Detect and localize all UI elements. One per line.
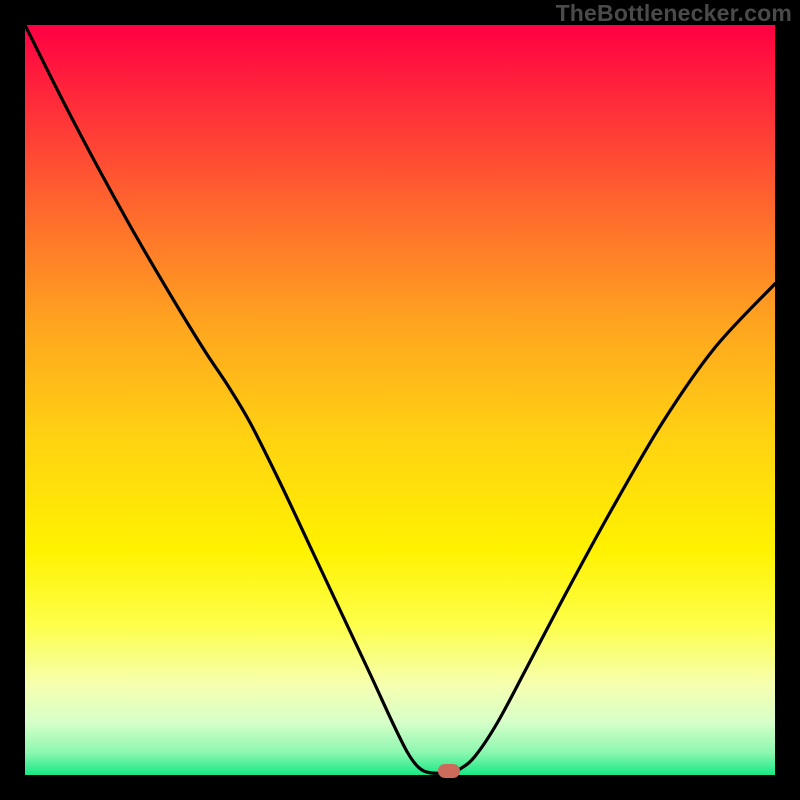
chart-container: TheBottlenecker.com [0,0,800,800]
plot-area [25,25,775,775]
curve-path [25,25,775,773]
watermark-text: TheBottlenecker.com [556,0,792,27]
bottleneck-curve [25,25,775,775]
optimum-marker [438,764,460,778]
